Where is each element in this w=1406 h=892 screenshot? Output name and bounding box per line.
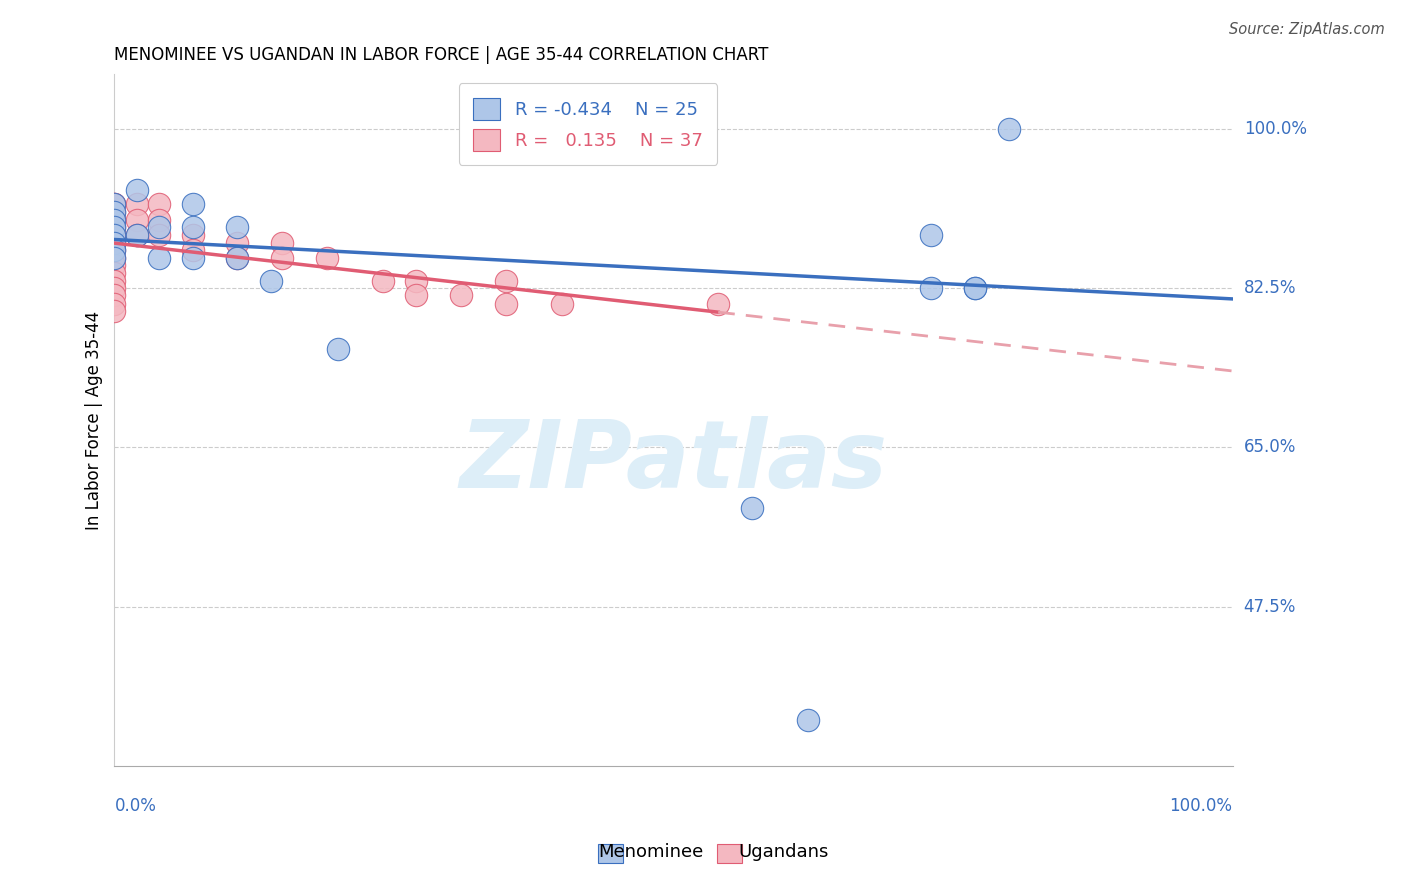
Text: MENOMINEE VS UGANDAN IN LABOR FORCE | AGE 35-44 CORRELATION CHART: MENOMINEE VS UGANDAN IN LABOR FORCE | AG… <box>114 46 769 64</box>
Point <box>226 220 249 235</box>
Point <box>965 281 987 295</box>
Point <box>125 212 148 227</box>
Point <box>495 296 517 310</box>
Point <box>998 121 1021 136</box>
Point <box>103 243 125 257</box>
Point <box>103 296 125 310</box>
Point <box>226 251 249 265</box>
Point <box>405 288 427 302</box>
Point <box>495 274 517 288</box>
Point <box>550 296 572 310</box>
Point <box>181 220 204 235</box>
Point <box>103 281 125 295</box>
Point <box>103 303 125 318</box>
Point <box>103 251 125 265</box>
Point <box>148 251 170 265</box>
Point <box>148 197 170 211</box>
Point <box>103 228 125 243</box>
Text: 65.0%: 65.0% <box>1244 438 1296 457</box>
Point <box>226 235 249 250</box>
Point <box>125 183 148 197</box>
Point <box>148 220 170 235</box>
Point <box>103 288 125 302</box>
Legend: R = -0.434    N = 25, R =   0.135    N = 37: R = -0.434 N = 25, R = 0.135 N = 37 <box>458 83 717 165</box>
Point <box>920 281 942 295</box>
Point <box>103 197 125 211</box>
Point <box>920 228 942 243</box>
Y-axis label: In Labor Force | Age 35-44: In Labor Force | Age 35-44 <box>86 310 103 530</box>
Point <box>260 274 283 288</box>
Point <box>103 212 125 227</box>
Point <box>796 714 818 728</box>
Text: Source: ZipAtlas.com: Source: ZipAtlas.com <box>1229 22 1385 37</box>
Point <box>181 243 204 257</box>
Text: Ugandans: Ugandans <box>738 843 828 861</box>
Text: 100.0%: 100.0% <box>1244 120 1306 137</box>
Point <box>103 235 125 250</box>
Point <box>125 228 148 243</box>
Point <box>103 220 125 235</box>
Point <box>450 288 472 302</box>
Point <box>326 342 349 356</box>
Point <box>315 251 337 265</box>
Point <box>103 258 125 272</box>
Point <box>103 197 125 211</box>
Point <box>103 235 125 250</box>
Point <box>103 266 125 280</box>
Point <box>226 251 249 265</box>
Point <box>103 212 125 227</box>
Point <box>181 251 204 265</box>
Point <box>103 243 125 257</box>
Point <box>148 212 170 227</box>
Point <box>965 281 987 295</box>
Point <box>103 197 125 211</box>
Point <box>103 251 125 265</box>
Point <box>741 501 763 516</box>
Point <box>181 228 204 243</box>
Point <box>125 228 148 243</box>
Point <box>103 205 125 219</box>
Point <box>103 228 125 243</box>
Point <box>125 197 148 211</box>
Text: 100.0%: 100.0% <box>1170 797 1233 814</box>
Point <box>405 274 427 288</box>
Point <box>103 220 125 235</box>
Point <box>103 205 125 219</box>
Point <box>103 274 125 288</box>
Point <box>181 197 204 211</box>
Text: ZIPatlas: ZIPatlas <box>460 416 887 508</box>
Point <box>271 251 294 265</box>
Text: 0.0%: 0.0% <box>114 797 156 814</box>
Point <box>707 296 730 310</box>
Point <box>271 235 294 250</box>
Point <box>371 274 394 288</box>
Text: 47.5%: 47.5% <box>1244 598 1296 615</box>
Text: 82.5%: 82.5% <box>1244 279 1296 297</box>
Point <box>148 228 170 243</box>
Text: Menominee: Menominee <box>598 843 703 861</box>
